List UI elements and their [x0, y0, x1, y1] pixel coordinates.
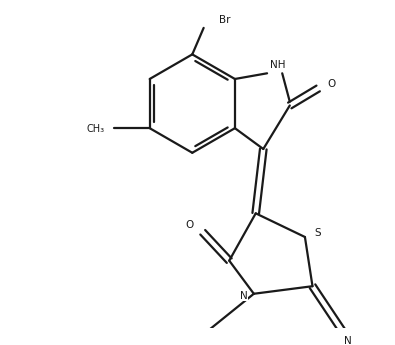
Text: N: N	[241, 290, 248, 300]
Text: S: S	[315, 228, 322, 238]
Text: NH: NH	[270, 60, 285, 70]
Text: CH₃: CH₃	[86, 124, 104, 134]
Text: Br: Br	[219, 15, 230, 25]
Text: N: N	[344, 336, 352, 345]
Text: O: O	[327, 79, 335, 89]
Text: O: O	[185, 220, 194, 230]
